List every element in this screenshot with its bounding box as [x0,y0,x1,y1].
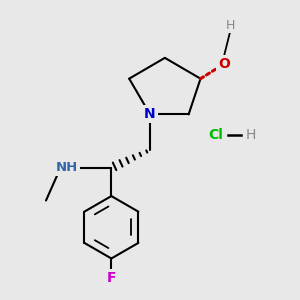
Text: O: O [218,57,230,71]
Text: N: N [144,107,156,121]
Text: NH: NH [56,161,78,174]
Text: H: H [246,128,256,142]
Text: H: H [226,19,235,32]
Text: F: F [106,271,116,285]
Text: Cl: Cl [208,128,223,142]
